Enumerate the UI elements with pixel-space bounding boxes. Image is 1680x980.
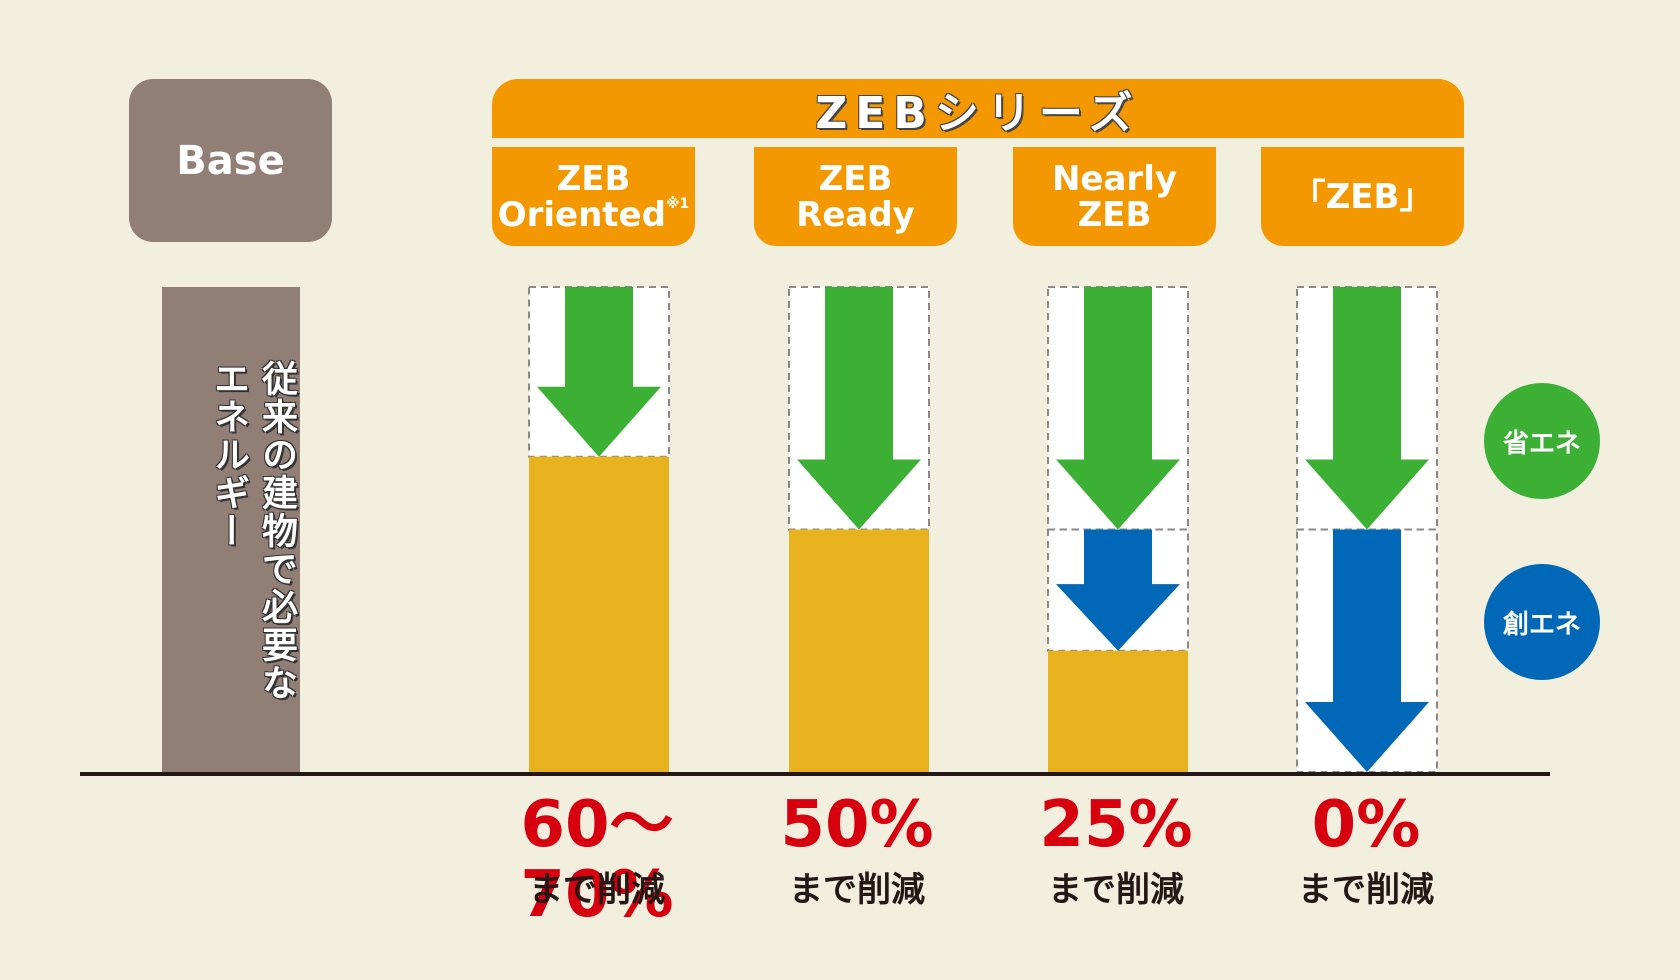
category-line2: Oriented※1 bbox=[497, 194, 690, 235]
category-header-zeb-ready: ZEB Ready bbox=[754, 147, 957, 246]
save-energy-arrow bbox=[797, 287, 921, 530]
base-vertical-label: 従来の建物で必要なエネルギー bbox=[208, 360, 297, 702]
column-zeb-oriented bbox=[528, 286, 670, 772]
category-line1: Nearly bbox=[1051, 158, 1178, 199]
percent-label: 50% bbox=[780, 788, 934, 862]
category-line1: ZEB bbox=[556, 158, 631, 199]
save-energy-arrow bbox=[1305, 287, 1429, 530]
category-header-zeb: 「ZEB」 bbox=[1261, 147, 1464, 246]
reduce-label: まで削減 bbox=[1048, 870, 1184, 910]
save-energy-outline bbox=[528, 286, 670, 458]
base-label-box: Base bbox=[129, 79, 332, 242]
save-energy-arrow bbox=[537, 287, 661, 457]
category-header-zeb-oriented: ZEB Oriented※1 bbox=[492, 147, 695, 246]
category-line1: 「ZEB」 bbox=[1291, 176, 1434, 217]
category-line2: Ready bbox=[796, 194, 915, 235]
category-line1: ZEB bbox=[818, 158, 893, 199]
remaining-energy-bar bbox=[1048, 650, 1188, 772]
reduce-label: まで削減 bbox=[789, 870, 925, 910]
category-line2: ZEB bbox=[1077, 194, 1152, 235]
legend-create-energy-label: 創エネ bbox=[1502, 609, 1581, 640]
reduce-label: まで削減 bbox=[1298, 870, 1434, 910]
column-nearly-zeb bbox=[1047, 286, 1189, 772]
column-zeb-ready bbox=[788, 286, 930, 772]
percent-label: 0% bbox=[1311, 788, 1421, 862]
footnote-mark: ※1 bbox=[665, 195, 690, 212]
percent-label: 25% bbox=[1039, 788, 1193, 862]
zeb-series-title: ZEBシリーズ bbox=[815, 87, 1141, 139]
percent-label: 60～70% bbox=[520, 788, 674, 932]
base-energy-column bbox=[162, 287, 300, 773]
remaining-energy-bar bbox=[529, 456, 669, 772]
legend-create-energy: 創エネ bbox=[1484, 564, 1600, 680]
create-energy-outline bbox=[1047, 528, 1189, 652]
remaining-energy-bar bbox=[789, 529, 929, 772]
reduce-label: まで削減 bbox=[529, 870, 665, 910]
base-label: Base bbox=[176, 137, 285, 184]
zeb-series-header: ZEBシリーズ bbox=[492, 79, 1464, 139]
category-header-nearly-zeb: Nearly ZEB bbox=[1013, 147, 1216, 246]
legend-save-energy-label: 省エネ bbox=[1502, 428, 1581, 459]
column-zeb bbox=[1296, 286, 1438, 773]
save-energy-arrow bbox=[1056, 287, 1180, 530]
legend-save-energy: 省エネ bbox=[1484, 383, 1600, 499]
create-energy-arrow bbox=[1056, 529, 1180, 651]
create-energy-arrow bbox=[1305, 529, 1429, 772]
